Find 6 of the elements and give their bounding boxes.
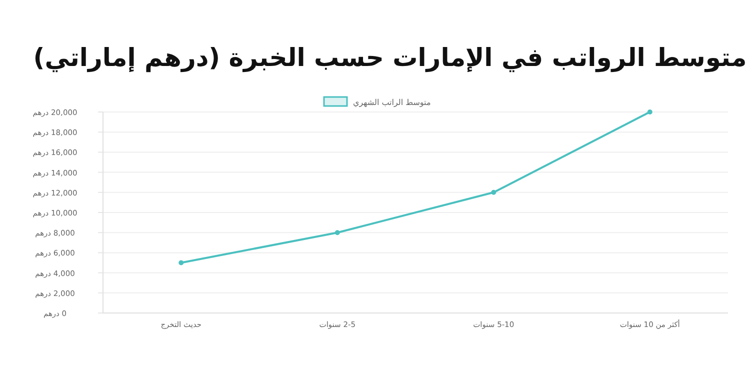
point [491,190,496,195]
chart-title: متوسط الرواتب في الإمارات حسب الخبرة (درهم إماراتي) [33,43,747,73]
point [178,260,184,266]
legend-label: متوسط الراتب الشهري [353,98,431,107]
point [647,110,652,114]
point [334,230,340,236]
